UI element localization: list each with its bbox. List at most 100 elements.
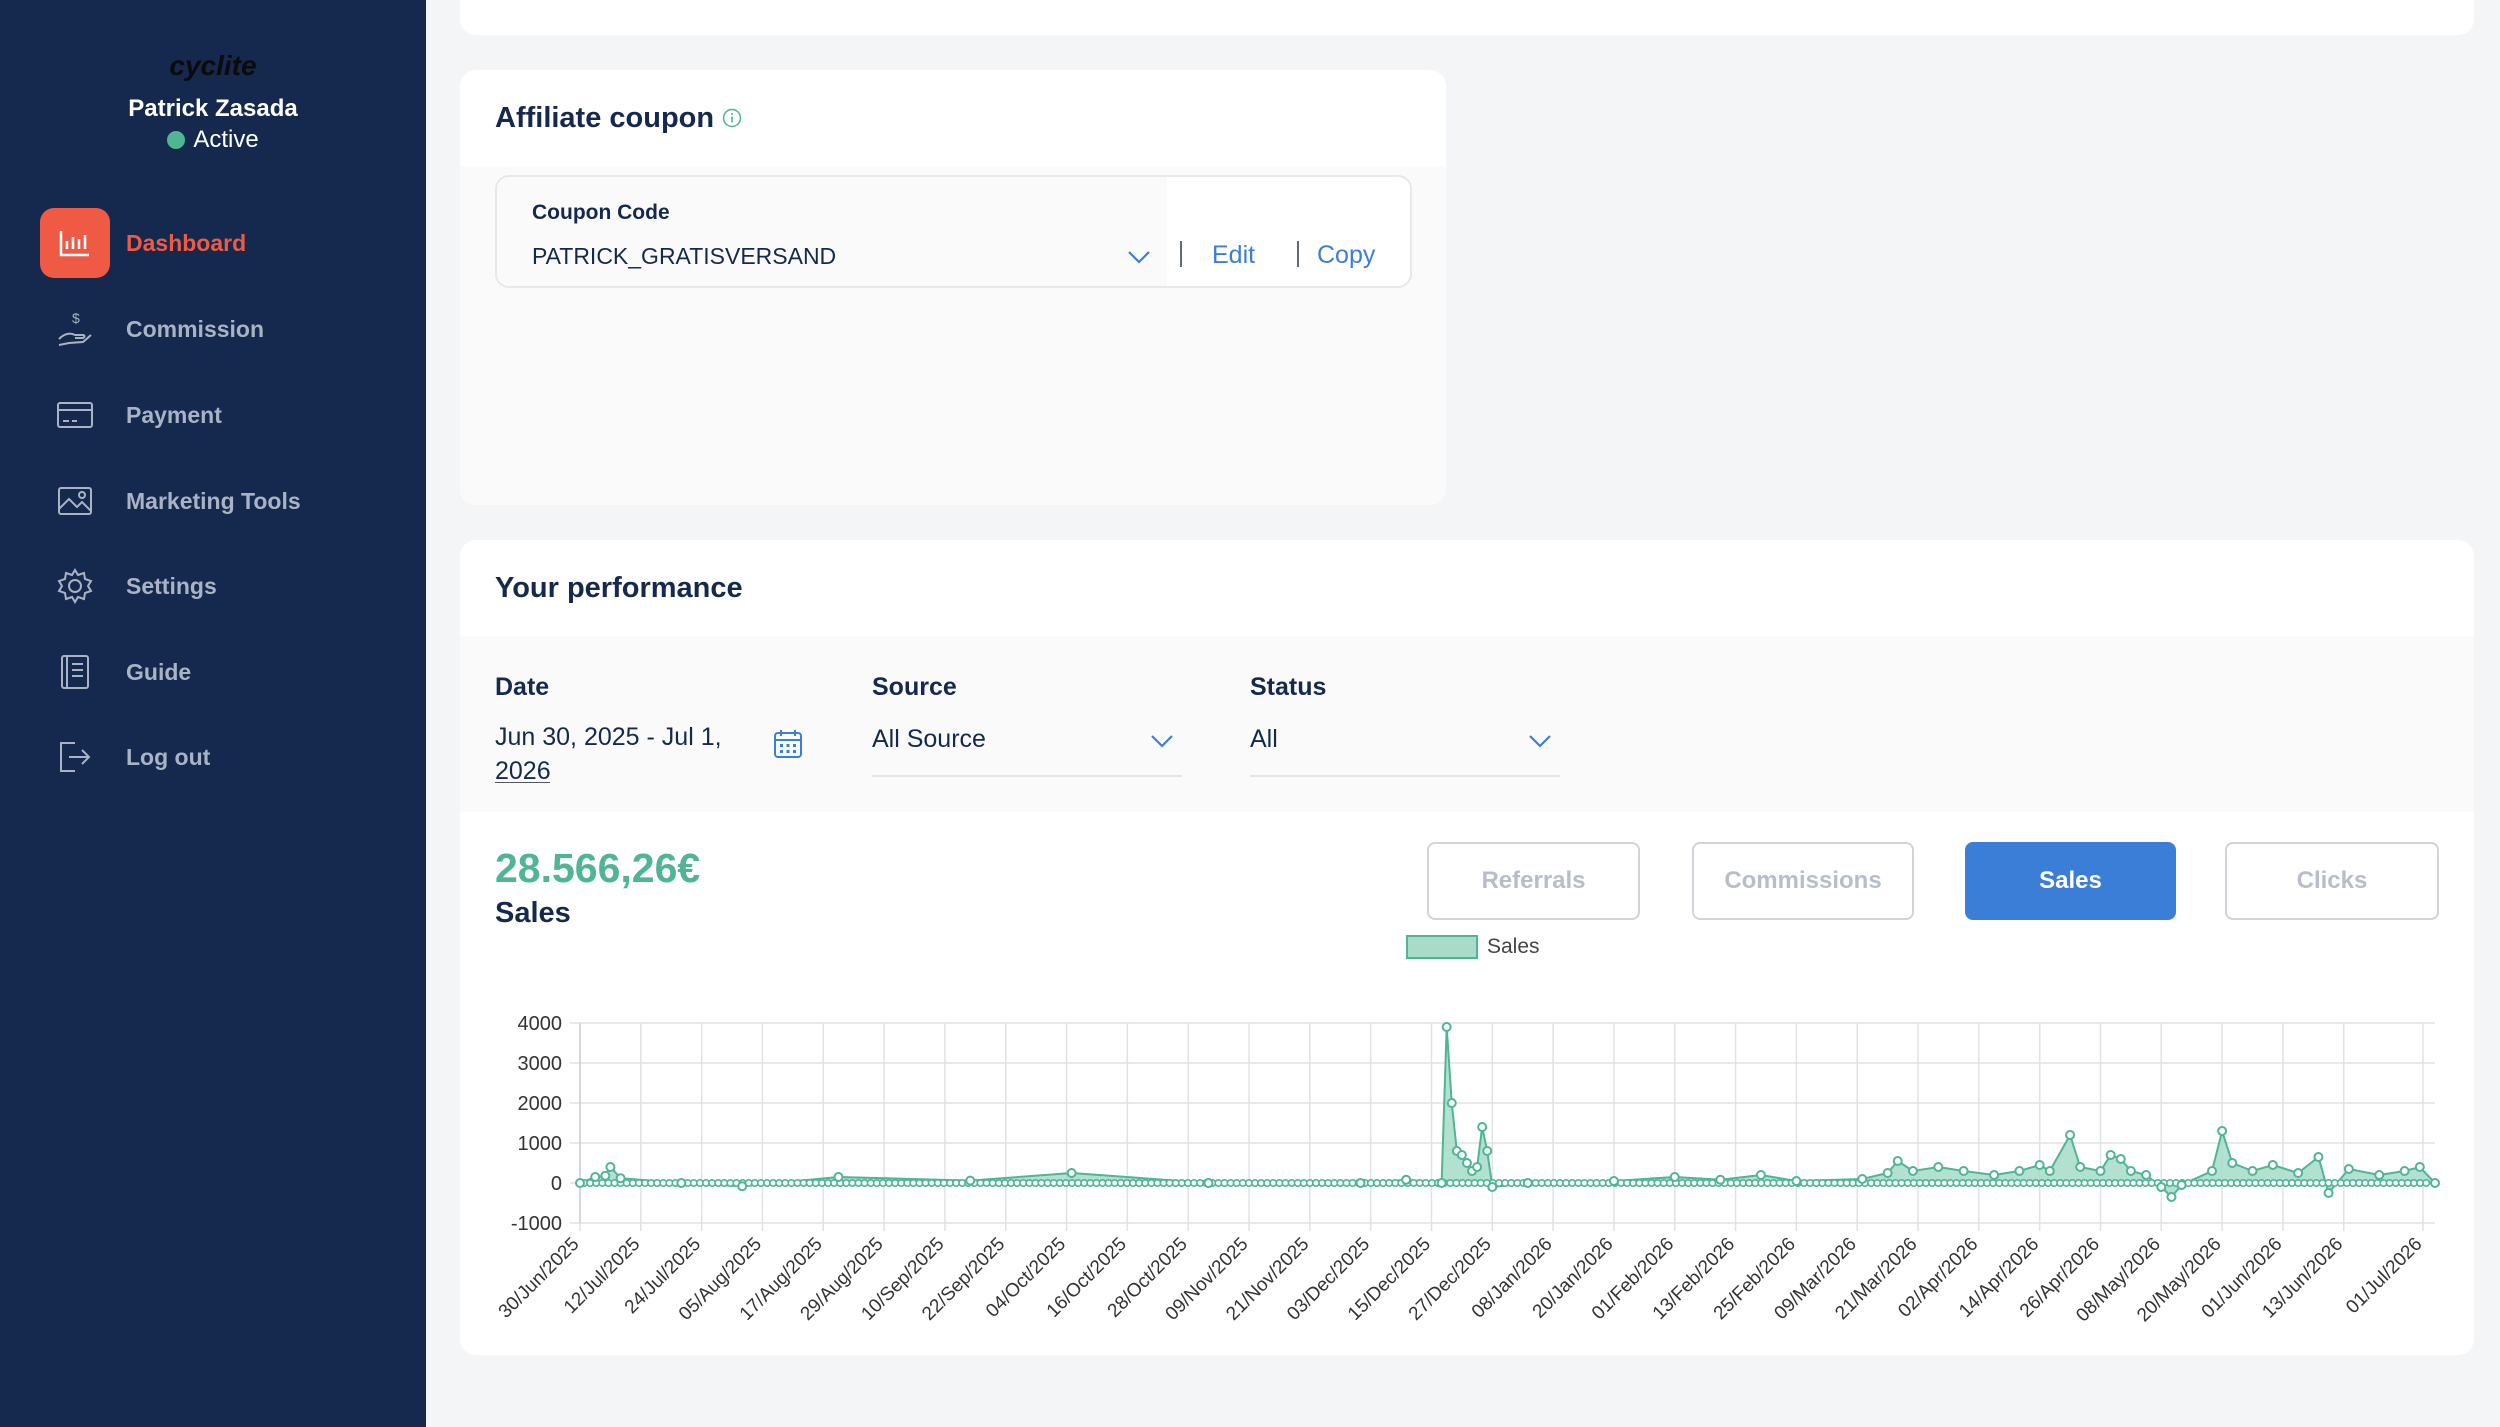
hand-dollar-icon: $	[40, 294, 110, 364]
sidebar-item-dashboard[interactable]: Dashboard	[40, 208, 246, 278]
chevron-down-icon	[1529, 735, 1551, 748]
tab-clicks[interactable]: Clicks	[2225, 842, 2439, 920]
sidebar-item-label: Dashboard	[126, 229, 247, 256]
sidebar-item-marketing-tools[interactable]: Marketing Tools	[40, 466, 301, 536]
sidebar-item-label: Settings	[126, 572, 217, 599]
filters-bar	[460, 636, 2474, 812]
chevron-down-icon[interactable]	[1127, 249, 1151, 265]
credit-card-icon	[40, 380, 110, 450]
data-point	[1066, 1168, 1077, 1178]
data-point	[676, 1178, 687, 1188]
gear-icon	[40, 551, 110, 621]
y-tick-label: -1000	[511, 1213, 562, 1235]
status-filter-label: Status	[1250, 673, 1327, 701]
data-point	[2156, 1182, 2167, 1192]
data-point	[2034, 1160, 2045, 1170]
data-point	[1933, 1162, 1944, 1172]
data-point	[2313, 1152, 2324, 1162]
chevron-down-icon	[1151, 735, 1173, 748]
data-point	[2399, 1166, 2410, 1176]
status-dot-icon	[167, 131, 186, 149]
date-filter-label: Date	[495, 673, 550, 701]
sidebar-item-settings[interactable]: Settings	[40, 551, 217, 621]
edit-coupon-button[interactable]: Edit	[1212, 241, 1256, 269]
data-point	[1401, 1174, 1412, 1185]
data-point	[1857, 1174, 1868, 1184]
sales-chart-svg: Sales40003000200010000-100030/Jun/202512…	[495, 935, 2440, 1326]
coupon-card-title: Affiliate coupon	[495, 101, 715, 134]
book-icon	[40, 637, 110, 707]
data-point	[2166, 1192, 2177, 1202]
data-point	[1882, 1168, 1893, 1178]
user-name: Patrick Zasada	[128, 95, 298, 122]
sidebar-item-label: Guide	[126, 658, 192, 685]
data-point	[1907, 1166, 1918, 1176]
y-tick-label: 0	[551, 1173, 562, 1195]
data-point	[2065, 1130, 2076, 1140]
tab-sales[interactable]: Sales	[1965, 842, 2176, 920]
data-point	[2323, 1188, 2334, 1198]
affiliate-coupon-card: Affiliate coupon Coupon Code PATRICK_GRA…	[460, 70, 1446, 505]
user-status-label: Active	[193, 126, 259, 153]
data-point	[1446, 1098, 1457, 1108]
data-point	[600, 1170, 611, 1181]
tab-referrals[interactable]: Referrals	[1427, 842, 1640, 920]
date-range-input[interactable]: Jun 30, 2025 - Jul 1, 2026	[495, 723, 722, 785]
data-point	[1436, 1178, 1447, 1188]
source-filter-label: Source	[872, 673, 957, 701]
coupon-code-box: Coupon Code PATRICK_GRATISVERSAND Edit C…	[495, 175, 1412, 288]
info-icon[interactable]	[722, 108, 742, 128]
data-point	[2115, 1154, 2126, 1164]
coupon-select[interactable]: Coupon Code PATRICK_GRATISVERSAND	[497, 177, 1167, 286]
sidebar-item-commission[interactable]: $ Commission	[40, 294, 264, 364]
performance-card-header: Your performance	[460, 540, 2474, 636]
sidebar-item-payment[interactable]: Payment	[40, 380, 222, 450]
baseline-point	[2422, 1179, 2431, 1188]
series-line	[579, 1026, 2436, 1199]
data-point	[2227, 1158, 2238, 1168]
data-point	[1477, 1122, 1488, 1132]
sales-total-label: Sales	[495, 897, 571, 929]
status-select-value: All	[1250, 725, 1278, 753]
y-tick-label: 4000	[518, 1013, 563, 1035]
data-point	[2414, 1162, 2425, 1172]
coupon-code-label: Coupon Code	[532, 201, 670, 224]
divider	[1180, 241, 1182, 267]
calendar-icon[interactable]	[772, 728, 804, 760]
sidebar-item-label: Payment	[126, 401, 222, 428]
data-point	[1203, 1178, 1214, 1188]
data-point	[2206, 1166, 2217, 1176]
y-tick-label: 1000	[518, 1133, 563, 1155]
data-point	[2267, 1160, 2278, 1170]
data-point	[590, 1172, 601, 1182]
data-point	[2075, 1162, 2086, 1172]
data-point	[1892, 1156, 1903, 1166]
data-point	[2293, 1168, 2304, 1178]
status-select[interactable]: All	[1250, 725, 1560, 777]
data-point	[1608, 1176, 1619, 1186]
brand-logo: cyclite	[169, 50, 257, 81]
sidebar-item-label: Log out	[126, 743, 211, 770]
svg-text:$: $	[72, 310, 80, 326]
series-area	[580, 1027, 2435, 1197]
source-select[interactable]: All Source	[872, 725, 1182, 777]
data-point	[2247, 1166, 2258, 1176]
copy-coupon-button[interactable]: Copy	[1317, 241, 1376, 269]
x-tick-label: 01/Jul/2026	[2342, 1234, 2426, 1318]
divider	[1297, 241, 1299, 267]
image-icon	[40, 466, 110, 536]
coupon-code-value: PATRICK_GRATISVERSAND	[532, 243, 837, 269]
y-tick-label: 3000	[518, 1053, 563, 1075]
sidebar: cyclite Patrick Zasada Active Dashboard …	[0, 0, 426, 1427]
source-select-value: All Source	[872, 725, 986, 753]
data-point	[1487, 1182, 1498, 1192]
tab-commissions[interactable]: Commissions	[1692, 842, 1914, 920]
data-point	[2217, 1126, 2228, 1136]
sidebar-item-log-out[interactable]: Log out	[40, 722, 210, 792]
sidebar-item-guide[interactable]: Guide	[40, 637, 191, 707]
data-point	[1441, 1022, 1452, 1032]
data-point	[1522, 1178, 1533, 1188]
data-point	[2430, 1178, 2440, 1188]
performance-card: Your performance Date Jun 30, 2025 - Jul…	[460, 540, 2474, 1355]
sales-chart: Sales 4000 3000 2000 1000 0 -1000 30/Jun/2025 12…	[460, 935, 2474, 1355]
